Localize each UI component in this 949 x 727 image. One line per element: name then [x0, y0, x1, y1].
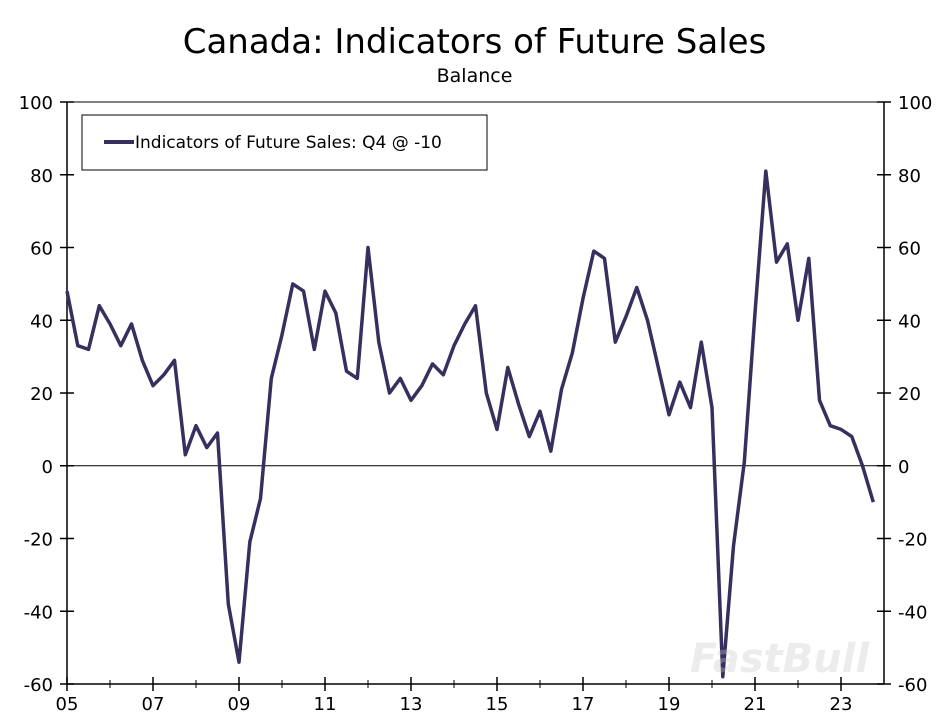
y-tick-label-right: 80	[898, 166, 921, 187]
y-tick-label-right: -60	[898, 675, 927, 696]
y-tick-label-right: 100	[898, 93, 932, 114]
y-tick-label-right: -40	[898, 602, 927, 623]
x-tick-label: 11	[314, 694, 337, 715]
y-tick-label-left: -40	[24, 602, 53, 623]
y-tick-label-right: 40	[898, 311, 921, 332]
y-tick-label-right: 60	[898, 239, 921, 260]
y-tick-label-left: 100	[19, 93, 53, 114]
x-tick-label: 05	[56, 694, 79, 715]
x-tick-label: 21	[744, 694, 767, 715]
y-tick-label-left: 20	[30, 384, 53, 405]
chart-title: Canada: Indicators of Future Sales	[182, 22, 767, 62]
y-tick-label-left: 0	[42, 457, 53, 478]
series-line	[65, 169, 875, 679]
watermark-logo: FastBull	[690, 636, 870, 682]
x-tick-label: 19	[658, 694, 681, 715]
x-tick-label: 09	[228, 694, 251, 715]
y-tick-label-left: 60	[30, 239, 53, 260]
chart-subtitle: Balance	[436, 65, 513, 87]
y-tick-label-left: -60	[24, 675, 53, 696]
x-tick-label: 13	[400, 694, 423, 715]
x-tick-label: 23	[830, 694, 853, 715]
y-tick-label-right: 0	[898, 457, 909, 478]
x-tick-label: 07	[142, 694, 165, 715]
y-tick-label-left: 80	[30, 166, 53, 187]
y-tick-label-right: -20	[898, 530, 927, 551]
x-tick-label: 15	[486, 694, 509, 715]
legend-box	[81, 114, 488, 171]
y-tick-label-left: -20	[24, 530, 53, 551]
y-tick-label-left: 40	[30, 311, 53, 332]
legend-label: Indicators of Future Sales: Q4 @ -10	[135, 133, 442, 153]
y-tick-label-right: 20	[898, 384, 921, 405]
x-tick-label: 17	[572, 694, 595, 715]
